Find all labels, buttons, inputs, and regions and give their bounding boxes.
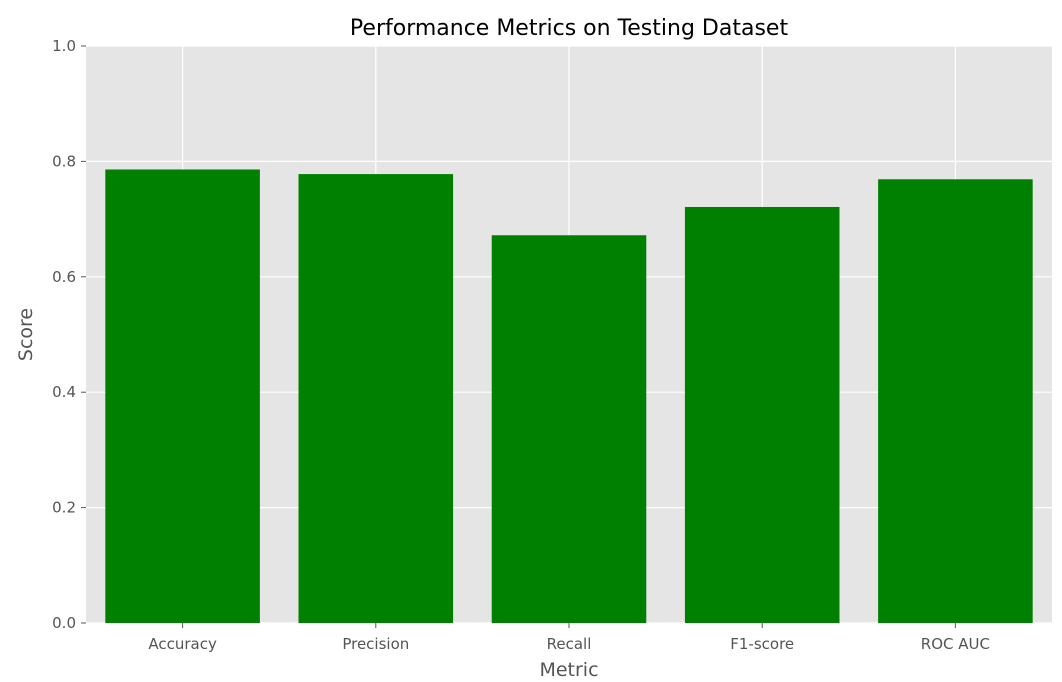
y-tick-label: 0.4: [52, 383, 76, 401]
y-tick-label: 1.0: [52, 37, 76, 55]
bar-f1-score: [684, 206, 840, 623]
x-tick-label: F1-score: [730, 635, 794, 653]
bar-roc-auc: [878, 179, 1033, 624]
y-axis-label: Score: [15, 308, 37, 361]
bar-accuracy: [105, 169, 260, 623]
x-axis-label: Metric: [539, 659, 598, 681]
bars: [105, 169, 1033, 624]
chart-title: Performance Metrics on Testing Dataset: [350, 16, 789, 41]
y-tick-label: 0.2: [52, 499, 76, 517]
y-tick-label: 0.0: [52, 614, 76, 632]
bar-precision: [298, 174, 454, 623]
y-tick-label: 0.8: [52, 152, 76, 170]
x-tick-label: Recall: [547, 635, 592, 653]
bar-recall: [491, 235, 647, 624]
x-tick-label: Accuracy: [148, 635, 217, 653]
y-tick-label: 0.6: [52, 268, 76, 286]
x-axis-ticks: Accuracy Precision Recall F1-score ROC AUC: [148, 623, 990, 653]
y-axis-ticks: 0.0 0.2 0.4 0.6 0.8 1.0: [52, 37, 86, 632]
x-tick-label: ROC AUC: [921, 635, 990, 653]
x-tick-label: Precision: [342, 635, 409, 653]
